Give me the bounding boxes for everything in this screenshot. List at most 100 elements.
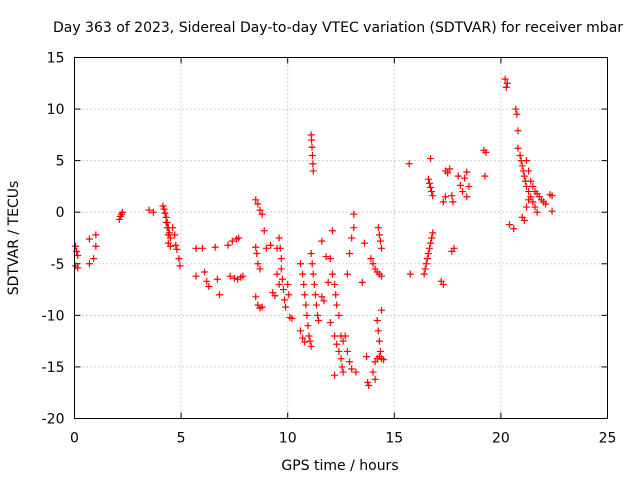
y-tick-label: -20 [42, 412, 65, 428]
data-point [454, 172, 462, 180]
data-point [516, 151, 524, 159]
data-point [228, 237, 236, 245]
data-point [335, 311, 343, 319]
data-point [205, 282, 213, 290]
data-point [288, 314, 296, 322]
data-point [309, 270, 317, 278]
data-point [224, 241, 232, 249]
data-point [348, 234, 356, 242]
data-point [160, 205, 168, 213]
data-point [192, 244, 200, 252]
data-point [406, 270, 414, 278]
data-point [215, 291, 223, 299]
data-point [211, 243, 219, 251]
y-tick-label: -10 [42, 308, 65, 324]
data-point [525, 167, 533, 175]
data-point [300, 280, 308, 288]
data-point [522, 157, 530, 165]
x-tick-label: 25 [599, 431, 617, 447]
data-point [373, 317, 381, 325]
data-point [548, 192, 556, 200]
data-point [459, 188, 467, 196]
x-axis-label: GPS time / hours [281, 458, 398, 474]
data-point [367, 255, 375, 263]
data-point [312, 301, 320, 309]
data-point [514, 127, 522, 135]
data-point [525, 196, 533, 204]
data-point [338, 363, 346, 371]
data-point [173, 245, 181, 253]
data-point [369, 368, 377, 376]
data-point [230, 274, 238, 282]
data-point [258, 210, 266, 218]
chart-title: Day 363 of 2023, Sidereal Day-to-day VTE… [53, 20, 623, 36]
data-point [172, 241, 180, 249]
data-point [285, 291, 293, 299]
data-point [374, 327, 382, 335]
data-point [85, 260, 93, 268]
data-point [308, 143, 316, 151]
data-point [301, 291, 309, 299]
data-point [328, 270, 336, 278]
data-point [375, 231, 383, 239]
data-point [482, 148, 490, 156]
data-point [192, 272, 200, 280]
data-point [252, 243, 260, 251]
data-point [307, 342, 315, 350]
data-point [331, 332, 339, 340]
data-point [333, 340, 341, 348]
data-point [542, 200, 550, 208]
data-point [331, 371, 339, 379]
data-point [422, 260, 430, 268]
data-point [335, 347, 343, 355]
data-point [307, 249, 315, 257]
data-point [529, 198, 537, 206]
data-point [427, 183, 435, 191]
data-point [278, 275, 286, 283]
data-point [282, 303, 290, 311]
grid [74, 57, 608, 419]
data-point [346, 249, 354, 257]
data-point [198, 244, 206, 252]
data-point [363, 353, 371, 361]
data-point [449, 198, 457, 206]
data-point [299, 334, 307, 342]
data-point [439, 280, 447, 288]
data-point [374, 224, 382, 232]
data-point [226, 272, 234, 280]
data-point [364, 378, 372, 386]
data-point [308, 151, 316, 159]
data-point [284, 280, 292, 288]
y-tick-label: -15 [42, 360, 65, 376]
data-point [365, 381, 373, 389]
x-tick-label: 5 [177, 431, 186, 447]
data-point [308, 136, 316, 144]
data-point [376, 347, 384, 355]
data-point [333, 301, 341, 309]
data-point [531, 203, 539, 211]
data-point [337, 332, 345, 340]
data-point [203, 277, 211, 285]
data-point [164, 231, 172, 239]
data-point [175, 255, 183, 263]
data-point [296, 327, 304, 335]
data-point [311, 291, 319, 299]
data-point [429, 192, 437, 200]
data-point [502, 83, 510, 91]
data-point [256, 265, 264, 273]
data-point [310, 280, 318, 288]
data-point [320, 297, 328, 305]
data-point [308, 260, 316, 268]
data-point [305, 332, 313, 340]
data-point [169, 224, 177, 232]
data-point [424, 249, 432, 257]
data-point [427, 239, 435, 247]
data-point [481, 172, 489, 180]
data-point [74, 264, 82, 272]
data-point [85, 235, 93, 243]
data-point [441, 193, 449, 201]
data-point [90, 255, 98, 263]
y-tick-label: 10 [47, 102, 65, 118]
data-point [262, 244, 270, 252]
data-point [450, 244, 458, 252]
